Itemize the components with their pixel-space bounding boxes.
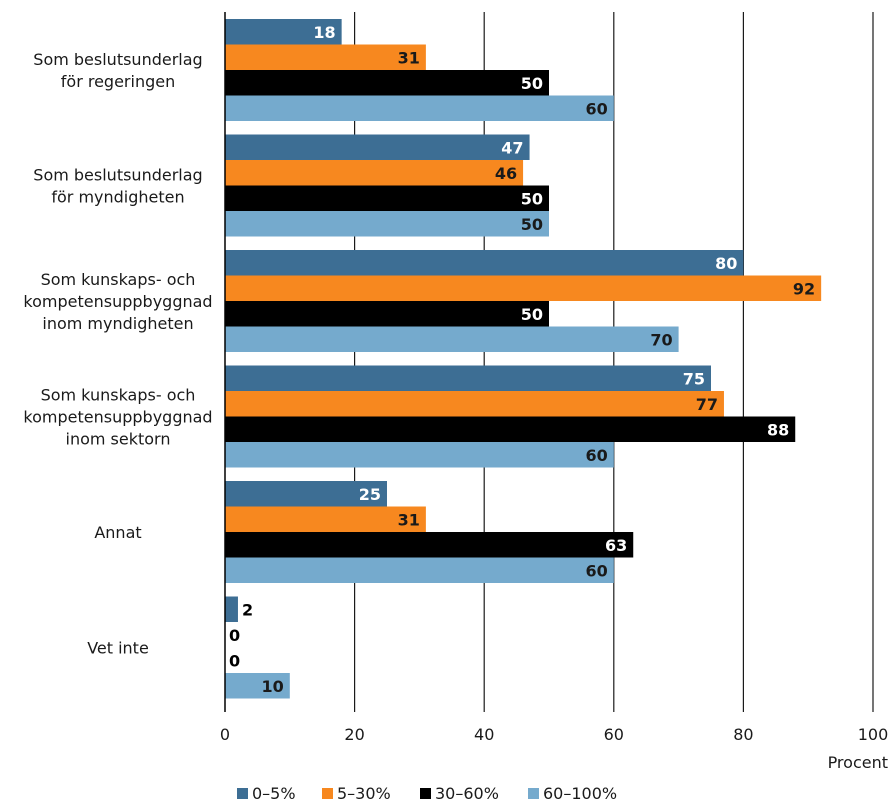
bar-value-label: 31 bbox=[398, 510, 420, 529]
bar-value-label: 47 bbox=[501, 138, 523, 157]
legend-label: 5–30% bbox=[337, 784, 391, 802]
bar bbox=[225, 275, 822, 301]
x-tick-label: 40 bbox=[474, 725, 494, 744]
legend: 0–5% 5–30% 30–60% 60–100% bbox=[237, 784, 617, 802]
bar-value-label: 31 bbox=[398, 48, 420, 67]
bar bbox=[225, 185, 549, 211]
bar bbox=[225, 326, 679, 352]
x-tick-label: 100 bbox=[858, 725, 889, 744]
legend-swatch bbox=[237, 788, 248, 799]
bar bbox=[225, 442, 614, 468]
category-label: Vet inte bbox=[87, 639, 149, 658]
bar bbox=[225, 673, 290, 699]
gridlines bbox=[354, 12, 874, 712]
bar-value-label: 50 bbox=[521, 189, 543, 208]
x-tick-label: 0 bbox=[220, 725, 230, 744]
bar bbox=[225, 44, 426, 70]
x-tick-labels: 0 20 40 60 80 100 bbox=[220, 725, 888, 744]
bar-value-label: 50 bbox=[521, 305, 543, 324]
bar-value-label: 75 bbox=[683, 369, 705, 388]
bar-value-label: 92 bbox=[793, 279, 815, 298]
legend-swatch bbox=[322, 788, 333, 799]
bars bbox=[225, 19, 822, 699]
bar bbox=[225, 301, 549, 327]
bar bbox=[225, 416, 796, 442]
bar-value-label: 18 bbox=[313, 23, 335, 42]
x-axis-title: Procent bbox=[828, 753, 888, 772]
category-labels: Som beslutsunderlag för regeringen Som bes… bbox=[23, 50, 212, 658]
bar bbox=[225, 134, 530, 160]
bar bbox=[225, 250, 744, 276]
category-label: Som kunskaps- och kompetensuppbyggnad inom… bbox=[23, 270, 212, 333]
bar-value-label: 60 bbox=[586, 561, 608, 580]
bar-value-labels: 1831506047465050809250707577886025316360… bbox=[229, 23, 815, 696]
legend-label: 30–60% bbox=[435, 784, 499, 802]
category-label: Annat bbox=[94, 523, 141, 542]
legend-label: 0–5% bbox=[252, 784, 296, 802]
bar bbox=[225, 596, 238, 622]
bar-value-label: 0 bbox=[229, 651, 240, 670]
category-label: Som beslutsunderlag för regeringen bbox=[33, 50, 202, 91]
bar-value-label: 80 bbox=[715, 254, 737, 273]
bar bbox=[225, 95, 614, 121]
bar-value-label: 63 bbox=[605, 536, 627, 555]
x-tick-label: 80 bbox=[733, 725, 753, 744]
bar-value-label: 46 bbox=[495, 164, 517, 183]
bar bbox=[225, 557, 614, 583]
bar bbox=[225, 211, 549, 237]
bar-value-label: 0 bbox=[229, 626, 240, 645]
bar bbox=[225, 160, 524, 186]
legend-swatch bbox=[528, 788, 539, 799]
bar bbox=[225, 532, 634, 558]
x-tick-label: 60 bbox=[604, 725, 624, 744]
bar bbox=[225, 70, 549, 96]
bar bbox=[225, 19, 342, 45]
bar-value-label: 50 bbox=[521, 215, 543, 234]
bar-value-label: 2 bbox=[242, 600, 253, 619]
bar-value-label: 25 bbox=[359, 485, 381, 504]
legend-label: 60–100% bbox=[543, 784, 617, 802]
bar bbox=[225, 481, 387, 507]
bar-value-label: 77 bbox=[696, 395, 718, 414]
category-label: Som kunskaps- och kompetensuppbyggnad inom… bbox=[23, 386, 212, 449]
bar bbox=[225, 391, 724, 417]
legend-swatch bbox=[420, 788, 431, 799]
bar-value-label: 70 bbox=[650, 330, 672, 349]
bar-value-label: 10 bbox=[262, 677, 284, 696]
x-tick-label: 20 bbox=[344, 725, 364, 744]
bar-value-label: 60 bbox=[586, 446, 608, 465]
category-label: Som beslutsunderlag för myndigheten bbox=[33, 166, 202, 207]
bar bbox=[225, 365, 711, 391]
bar-value-label: 60 bbox=[586, 99, 608, 118]
bar-value-label: 50 bbox=[521, 74, 543, 93]
bar-value-label: 88 bbox=[767, 420, 789, 439]
bar bbox=[225, 506, 426, 532]
